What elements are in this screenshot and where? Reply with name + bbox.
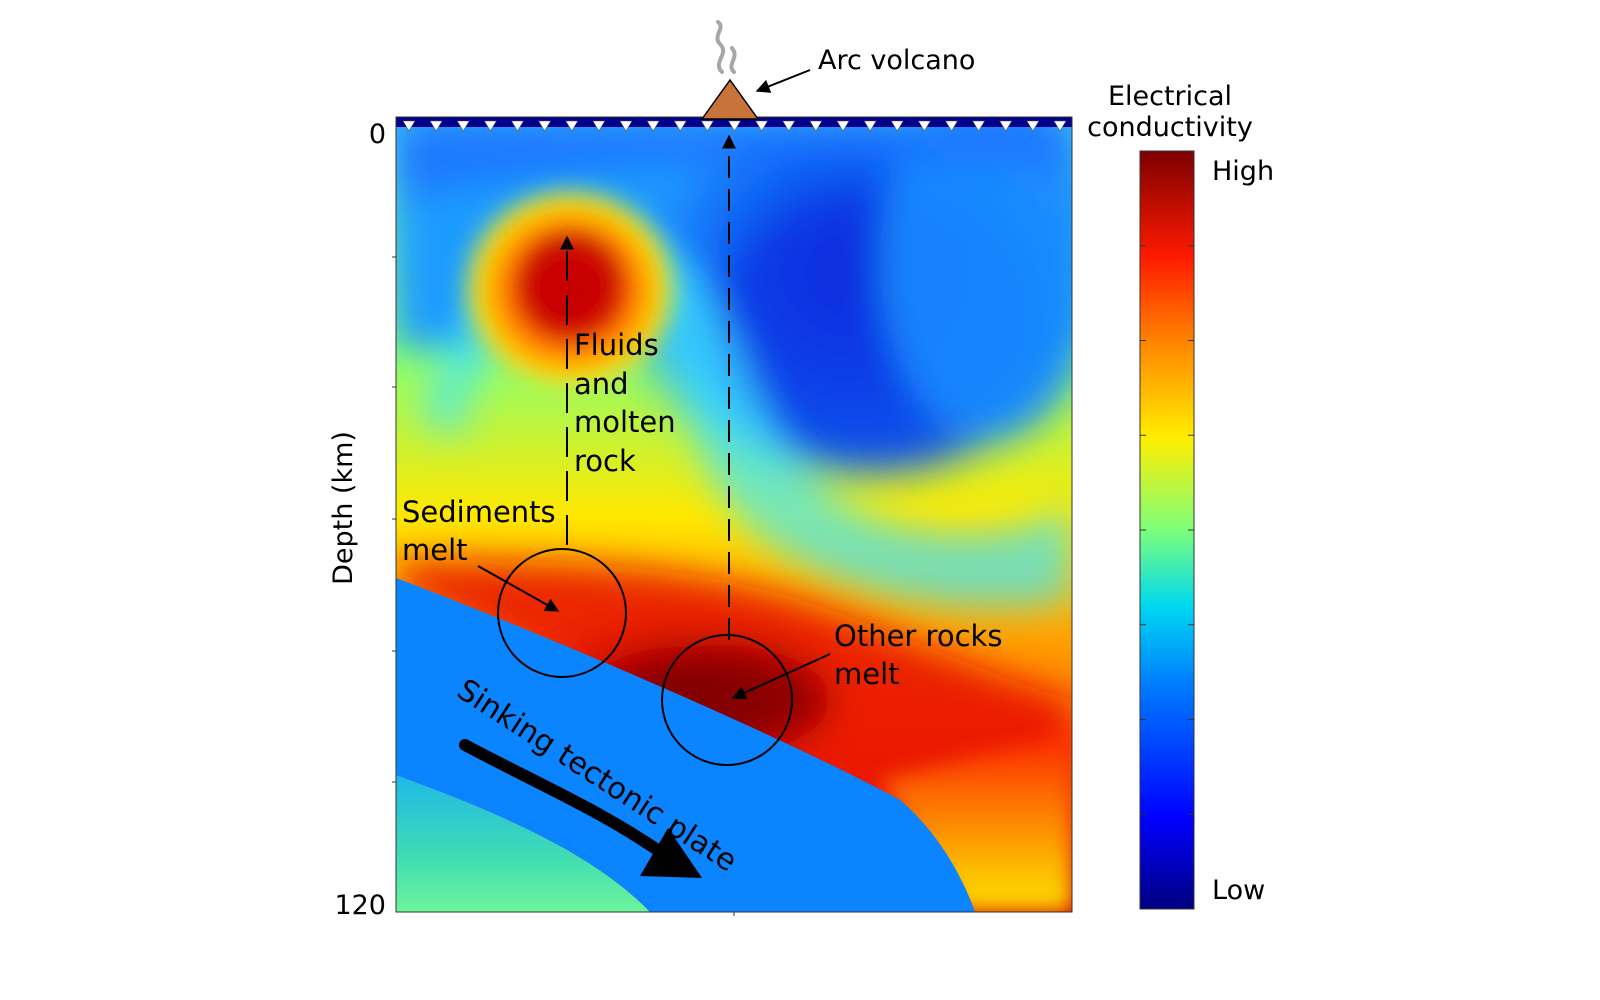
colorbar-title-line1: Electrical — [1108, 81, 1232, 112]
colorbar-scale — [1140, 151, 1194, 909]
colorbar: Electrical conductivity High Low — [1087, 81, 1274, 909]
svg-text:Fluids: Fluids — [574, 328, 659, 362]
colorbar-low-label: Low — [1212, 875, 1265, 906]
svg-text:Sediments: Sediments — [402, 495, 556, 529]
svg-text:rock: rock — [574, 444, 636, 478]
volcano-label: Arc volcano — [818, 45, 975, 76]
svg-text:and: and — [574, 367, 629, 401]
y-axis-ticks — [392, 257, 396, 782]
svg-text:molten: molten — [574, 405, 676, 439]
svg-text:melt: melt — [402, 533, 468, 567]
volcano-icon — [702, 80, 758, 119]
smoke-icon — [717, 22, 734, 72]
y-axis-label: Depth (km) — [328, 431, 359, 585]
colorbar-title-line2: conductivity — [1087, 112, 1253, 143]
colorbar-high-label: High — [1212, 156, 1274, 187]
y-tick-bottom: 120 — [334, 890, 386, 921]
y-tick-top: 0 — [369, 119, 386, 150]
svg-text:melt: melt — [834, 657, 900, 691]
volcano-pointer — [757, 70, 810, 91]
svg-text:Other rocks: Other rocks — [834, 619, 1002, 653]
